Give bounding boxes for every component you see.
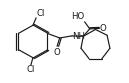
- Text: NH: NH: [72, 32, 85, 41]
- Text: HO: HO: [71, 12, 84, 21]
- Text: O: O: [53, 47, 60, 57]
- Text: Cl: Cl: [27, 65, 35, 74]
- Text: O: O: [100, 24, 107, 33]
- Text: Cl: Cl: [36, 9, 45, 18]
